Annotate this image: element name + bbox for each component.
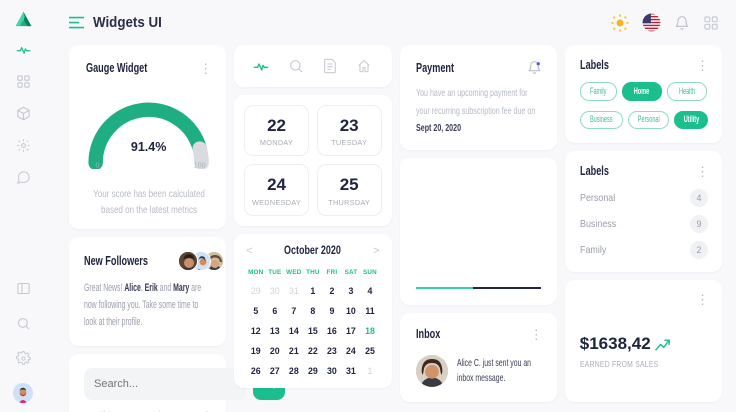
svg-text:0: 0	[96, 161, 100, 169]
svg-text:91.4%: 91.4%	[131, 140, 167, 154]
svg-text:100: 100	[194, 161, 206, 169]
